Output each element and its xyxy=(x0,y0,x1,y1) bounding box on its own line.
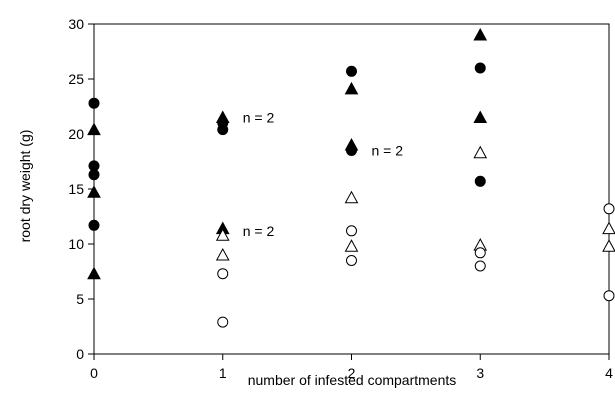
x-tick-label: 0 xyxy=(90,365,98,381)
filled-triangle-point xyxy=(87,122,101,136)
open-circle-point xyxy=(346,225,357,237)
open-triangle-point xyxy=(344,239,359,252)
filled-circle-point xyxy=(88,97,100,109)
y-tick-label: 30 xyxy=(68,16,84,32)
filled-triangle-point xyxy=(215,110,230,123)
n-annotation: n = 2 xyxy=(243,223,275,239)
open-circle-point xyxy=(603,203,615,215)
x-axis-label: number of infested compartments xyxy=(248,372,457,388)
filled-circle-point xyxy=(88,219,100,231)
open-circle-point xyxy=(217,268,229,280)
filled-circle-point xyxy=(217,124,229,136)
filled-circle-point xyxy=(474,175,486,187)
open-triangle-point xyxy=(602,221,615,235)
y-tick-label: 15 xyxy=(68,181,84,197)
filled-triangle-point xyxy=(473,27,488,41)
axes: 0 5 10 15 20 25 30 0 1 2 3 4 xyxy=(68,16,613,381)
x-tick-label: 4 xyxy=(605,365,613,381)
y-tick-label: 10 xyxy=(68,236,84,252)
open-triangle-point xyxy=(344,190,359,204)
x-tick-label: 2 xyxy=(348,365,356,381)
open-triangle-point xyxy=(215,228,230,241)
filled-triangle-point xyxy=(344,81,359,95)
open-triangle-point xyxy=(473,145,488,159)
filled-triangle-point xyxy=(87,266,101,280)
annotations: n = 2 n = 2 n = 2 xyxy=(243,110,403,239)
y-tick-label: 25 xyxy=(68,71,84,87)
open-circle-point xyxy=(474,247,486,259)
y-tick-label: 0 xyxy=(76,346,84,362)
y-tick-label: 20 xyxy=(68,126,84,142)
open-triangle-point xyxy=(602,239,615,252)
open-circle-point xyxy=(603,290,615,302)
filled-triangle-point xyxy=(87,185,101,198)
open-circle-point xyxy=(346,255,357,266)
filled-circle-point xyxy=(346,65,357,77)
n-annotation: n = 2 xyxy=(243,110,275,126)
data-points xyxy=(87,27,615,328)
filled-circle-point xyxy=(88,169,100,181)
y-axis-label: root dry weight (g) xyxy=(17,130,33,243)
y-tick-label: 5 xyxy=(76,291,84,307)
x-tick-label: 3 xyxy=(476,365,484,381)
open-circle-point xyxy=(474,260,486,272)
open-circle-point xyxy=(217,316,229,328)
filled-circle-point xyxy=(474,62,486,74)
open-triangle-point xyxy=(215,247,230,261)
x-tick-label: 1 xyxy=(219,365,227,381)
n-annotation: n = 2 xyxy=(372,143,404,159)
filled-triangle-point xyxy=(344,137,359,151)
filled-triangle-point xyxy=(473,110,488,123)
